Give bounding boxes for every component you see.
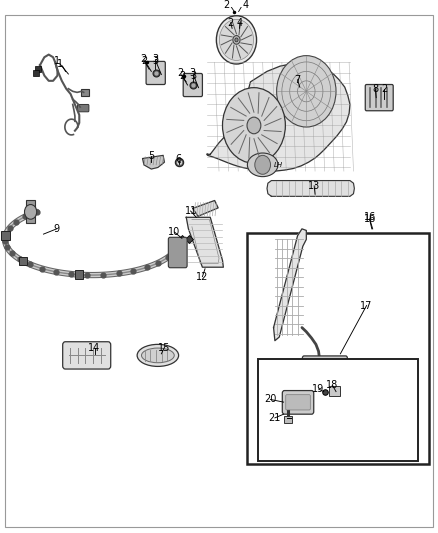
- Polygon shape: [207, 63, 350, 171]
- Text: 16: 16: [364, 212, 376, 222]
- Text: 1: 1: [53, 56, 60, 66]
- Polygon shape: [274, 229, 306, 341]
- FancyBboxPatch shape: [305, 360, 344, 368]
- FancyBboxPatch shape: [283, 391, 314, 414]
- Text: 4: 4: [243, 0, 249, 10]
- Text: 3: 3: [152, 54, 158, 64]
- Bar: [18, 257, 27, 265]
- Text: 3: 3: [190, 68, 196, 78]
- Text: 1: 1: [57, 59, 63, 69]
- Text: 12: 12: [196, 272, 208, 281]
- Bar: [1, 231, 10, 239]
- Text: 4: 4: [237, 18, 243, 28]
- Bar: [258, 359, 418, 462]
- Polygon shape: [186, 217, 223, 267]
- FancyBboxPatch shape: [365, 85, 393, 111]
- Text: 2: 2: [381, 84, 387, 94]
- Circle shape: [277, 55, 336, 127]
- Text: 2: 2: [224, 0, 230, 10]
- Text: 16: 16: [364, 214, 376, 224]
- Bar: [26, 200, 35, 223]
- Circle shape: [223, 87, 286, 163]
- Text: 2: 2: [179, 70, 185, 80]
- Text: 5: 5: [148, 151, 155, 161]
- FancyBboxPatch shape: [286, 395, 310, 410]
- Circle shape: [25, 205, 37, 219]
- Bar: [74, 270, 83, 279]
- Text: 3: 3: [191, 70, 197, 80]
- Text: 15: 15: [158, 343, 171, 352]
- Text: 19: 19: [312, 384, 325, 394]
- Text: 6: 6: [176, 154, 182, 164]
- Ellipse shape: [247, 153, 278, 176]
- Text: 2: 2: [140, 54, 147, 64]
- Text: 3: 3: [152, 56, 159, 66]
- Circle shape: [233, 36, 240, 44]
- Circle shape: [255, 156, 271, 174]
- Text: 7: 7: [294, 75, 301, 85]
- FancyBboxPatch shape: [63, 342, 111, 369]
- Bar: [247, 233, 428, 464]
- Bar: [329, 386, 340, 396]
- Circle shape: [235, 38, 238, 42]
- Bar: [284, 416, 292, 423]
- Text: 18: 18: [326, 381, 339, 390]
- Text: 9: 9: [53, 224, 60, 234]
- Text: 2: 2: [177, 68, 184, 78]
- Text: 14: 14: [88, 343, 101, 352]
- Ellipse shape: [137, 344, 179, 366]
- Polygon shape: [193, 200, 218, 216]
- Text: 2: 2: [228, 18, 234, 28]
- FancyBboxPatch shape: [183, 74, 202, 96]
- Circle shape: [216, 16, 257, 64]
- Text: 2: 2: [141, 56, 148, 66]
- Text: 10: 10: [168, 227, 180, 237]
- Ellipse shape: [141, 348, 174, 363]
- Polygon shape: [143, 156, 164, 169]
- Text: 13: 13: [308, 181, 320, 191]
- Circle shape: [219, 19, 254, 60]
- Circle shape: [247, 117, 261, 134]
- Text: 17: 17: [360, 301, 373, 311]
- Text: 11: 11: [184, 206, 197, 216]
- Text: 20: 20: [264, 394, 277, 405]
- Polygon shape: [267, 181, 354, 196]
- Text: 21: 21: [268, 413, 281, 423]
- Bar: [81, 89, 89, 95]
- FancyBboxPatch shape: [168, 237, 187, 268]
- Text: 8: 8: [372, 84, 378, 94]
- FancyBboxPatch shape: [146, 61, 165, 85]
- FancyBboxPatch shape: [302, 356, 347, 372]
- FancyBboxPatch shape: [78, 104, 89, 112]
- Text: LH: LH: [273, 162, 283, 168]
